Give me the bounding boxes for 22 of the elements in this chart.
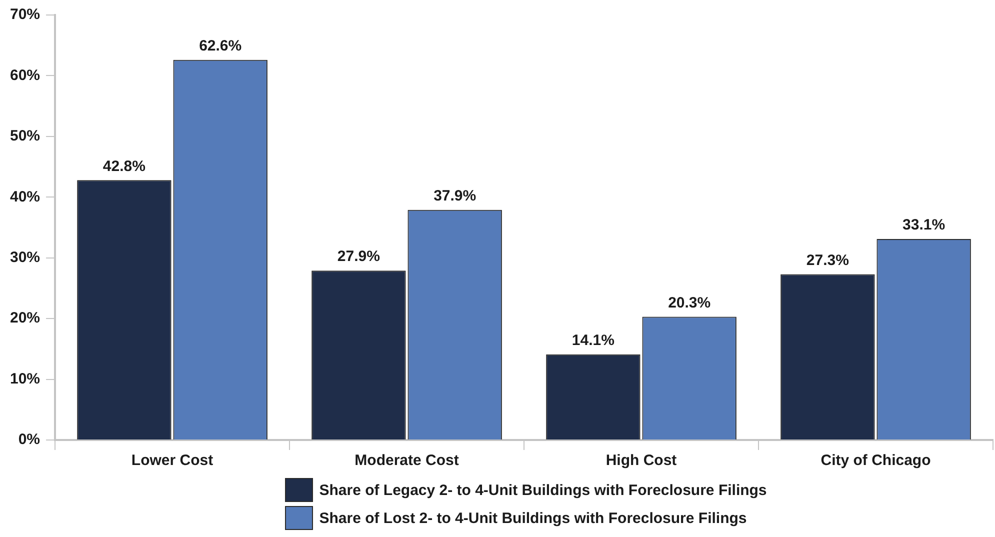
y-tick-label: 60% [10, 66, 40, 84]
data-label: 33.1% [902, 216, 946, 234]
data-label: 27.9% [337, 248, 380, 266]
x-tick-label: Moderate Cost [354, 452, 459, 470]
data-label: 27.3% [806, 252, 849, 269]
data-label: 14.1% [572, 332, 614, 350]
y-tick-label: 0% [18, 431, 40, 448]
y-tick-label: 10% [10, 370, 40, 388]
y-tick-label: 30% [10, 249, 40, 266]
y-tick-label: 20% [10, 310, 40, 327]
y-tick-label: 70% [10, 6, 40, 24]
y-tick-label: 50% [10, 128, 40, 145]
legend-label: Share of Lost 2- to 4-Unit Buildings with Foreclosure Filings [319, 510, 747, 526]
data-label: 20.3% [668, 294, 711, 312]
y-tick-label: 40% [10, 188, 40, 206]
x-tick-label: High Cost [606, 452, 677, 470]
data-label: 37.9% [434, 188, 476, 205]
data-label: 42.8% [102, 158, 146, 175]
x-tick-label: Lower Cost [131, 452, 214, 470]
x-tick-label: City of Chicago [820, 452, 931, 470]
legend-label: Share of Legacy 2- to 4-Unit Buildings with Foreclosure Filings [319, 482, 767, 498]
data-label: 62.6% [199, 38, 242, 55]
